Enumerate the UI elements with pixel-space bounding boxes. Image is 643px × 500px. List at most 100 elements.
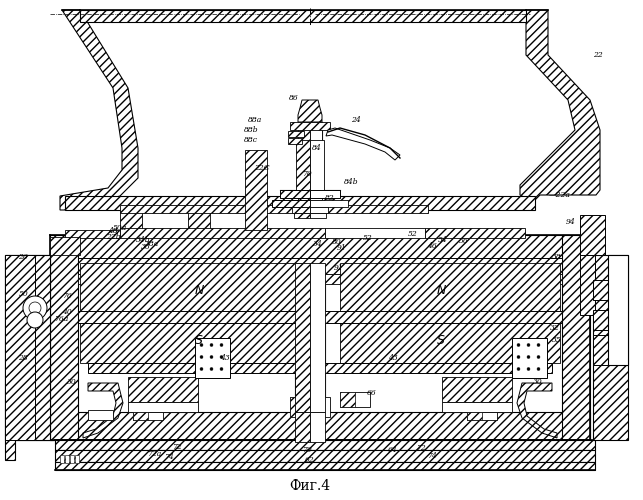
Bar bbox=[340, 392, 355, 407]
Bar bbox=[442, 402, 512, 412]
Text: 88a: 88a bbox=[248, 116, 262, 124]
Text: S: S bbox=[195, 334, 203, 347]
Bar bbox=[310, 207, 328, 213]
Bar bbox=[310, 263, 325, 412]
Bar bbox=[288, 138, 302, 144]
Bar bbox=[50, 235, 590, 263]
Bar bbox=[310, 412, 325, 442]
Text: —22a: —22a bbox=[549, 191, 571, 199]
Text: 52: 52 bbox=[408, 230, 418, 238]
Circle shape bbox=[220, 344, 223, 346]
Circle shape bbox=[210, 356, 213, 358]
Circle shape bbox=[200, 368, 203, 370]
Circle shape bbox=[27, 312, 43, 328]
Bar bbox=[310, 140, 324, 195]
Bar bbox=[310, 122, 322, 200]
Bar bbox=[290, 122, 330, 130]
Bar bbox=[467, 412, 497, 420]
Bar bbox=[65, 230, 120, 238]
Circle shape bbox=[220, 368, 223, 370]
Circle shape bbox=[537, 344, 540, 346]
Bar bbox=[120, 228, 325, 238]
Text: 74: 74 bbox=[427, 452, 437, 460]
Bar bbox=[593, 335, 618, 365]
Bar bbox=[580, 255, 595, 315]
Bar bbox=[78, 258, 562, 274]
Bar bbox=[5, 255, 53, 440]
Bar bbox=[295, 263, 310, 412]
Bar bbox=[65, 196, 535, 210]
Polygon shape bbox=[517, 383, 557, 438]
Polygon shape bbox=[520, 10, 600, 210]
Bar bbox=[55, 450, 595, 462]
Circle shape bbox=[220, 356, 223, 358]
Text: 38a: 38a bbox=[145, 240, 159, 248]
Text: 52: 52 bbox=[363, 234, 373, 242]
Text: N: N bbox=[194, 284, 204, 298]
Text: 22b: 22b bbox=[105, 233, 120, 241]
Bar bbox=[120, 205, 428, 213]
Text: 34b: 34b bbox=[136, 236, 150, 244]
Bar bbox=[310, 200, 348, 207]
Polygon shape bbox=[83, 383, 123, 438]
Bar bbox=[340, 263, 560, 313]
Bar bbox=[128, 402, 198, 412]
Bar bbox=[50, 412, 590, 440]
Text: 24: 24 bbox=[351, 116, 361, 124]
Text: 86: 86 bbox=[289, 94, 299, 102]
Bar bbox=[133, 412, 163, 420]
Text: 80: 80 bbox=[332, 238, 342, 246]
Polygon shape bbox=[593, 255, 628, 440]
Bar bbox=[593, 280, 618, 300]
Bar bbox=[75, 455, 79, 463]
Polygon shape bbox=[5, 255, 50, 460]
Bar bbox=[245, 150, 267, 230]
Text: 88c: 88c bbox=[244, 136, 258, 144]
Polygon shape bbox=[60, 10, 138, 210]
Bar bbox=[133, 412, 148, 420]
Text: 50a: 50a bbox=[113, 224, 127, 232]
Bar bbox=[467, 412, 482, 420]
Bar bbox=[80, 263, 300, 313]
Bar bbox=[425, 228, 525, 238]
Text: 62: 62 bbox=[305, 456, 315, 464]
Circle shape bbox=[527, 368, 530, 370]
Text: 22C: 22C bbox=[254, 164, 270, 172]
Circle shape bbox=[517, 368, 520, 370]
Bar bbox=[88, 410, 113, 420]
Bar bbox=[50, 237, 80, 255]
Text: 54: 54 bbox=[438, 236, 448, 244]
Bar bbox=[60, 455, 64, 463]
Circle shape bbox=[210, 344, 213, 346]
Bar bbox=[78, 263, 562, 412]
Circle shape bbox=[517, 344, 520, 346]
Text: 70: 70 bbox=[302, 170, 312, 178]
Bar bbox=[55, 440, 595, 450]
Circle shape bbox=[537, 368, 540, 370]
Circle shape bbox=[200, 344, 203, 346]
Bar bbox=[80, 313, 300, 363]
Circle shape bbox=[527, 356, 530, 358]
Bar bbox=[88, 363, 552, 373]
Text: N: N bbox=[437, 284, 446, 298]
Text: 26: 26 bbox=[18, 253, 28, 261]
Circle shape bbox=[29, 302, 41, 314]
Text: 70: 70 bbox=[302, 446, 312, 454]
Bar bbox=[120, 210, 142, 235]
Bar bbox=[50, 235, 78, 440]
Text: 72a: 72a bbox=[147, 450, 161, 458]
Bar bbox=[78, 274, 562, 284]
Text: 66: 66 bbox=[367, 389, 377, 397]
Circle shape bbox=[200, 356, 203, 358]
Text: 30: 30 bbox=[533, 378, 543, 386]
Text: 48: 48 bbox=[108, 227, 118, 235]
Bar bbox=[188, 210, 210, 235]
Polygon shape bbox=[80, 10, 526, 22]
Text: 40: 40 bbox=[62, 308, 72, 316]
Text: 76: 76 bbox=[62, 292, 72, 300]
Text: 94: 94 bbox=[566, 218, 576, 226]
Bar bbox=[55, 462, 595, 470]
Bar bbox=[280, 190, 310, 198]
Bar bbox=[128, 377, 198, 402]
Bar bbox=[310, 213, 326, 218]
